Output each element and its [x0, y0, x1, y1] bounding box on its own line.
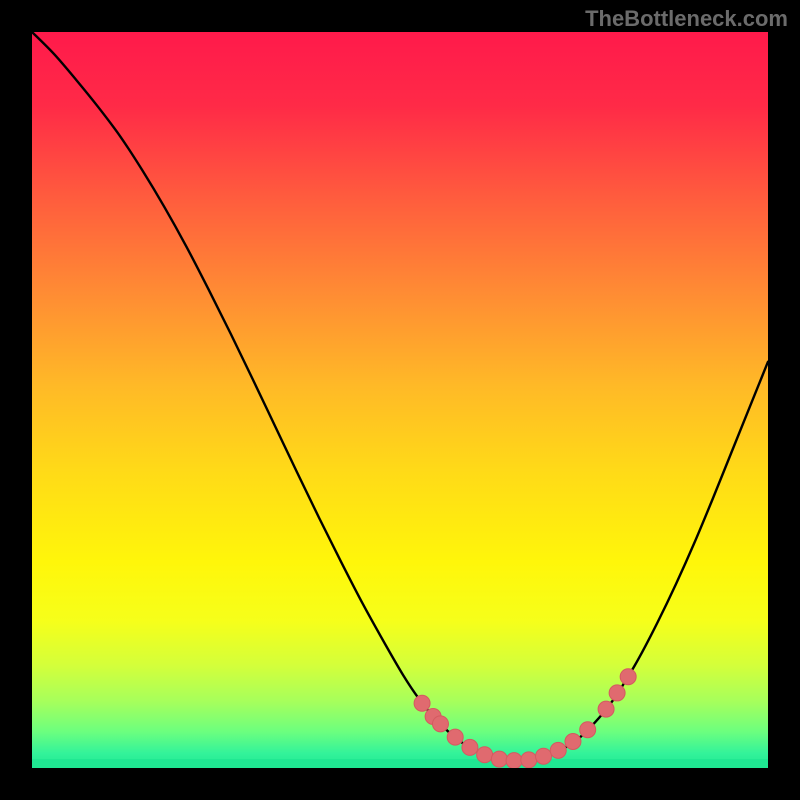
bottom-band — [32, 759, 768, 768]
marker-dot — [414, 695, 430, 711]
chart-stage: TheBottleneck.com — [0, 0, 800, 800]
marker-dot — [580, 722, 596, 738]
marker-dot — [620, 669, 636, 685]
marker-dot — [491, 751, 507, 767]
marker-dot — [477, 747, 493, 763]
marker-dot — [609, 685, 625, 701]
bottleneck-curve — [32, 32, 768, 761]
chart-svg — [32, 32, 768, 768]
marker-dot — [432, 716, 448, 732]
marker-dot — [447, 729, 463, 745]
watermark-text: TheBottleneck.com — [585, 6, 788, 32]
marker-dot — [462, 739, 478, 755]
plot-area — [32, 32, 768, 768]
marker-dot — [521, 752, 537, 768]
marker-dot — [506, 753, 522, 768]
marker-dot — [598, 701, 614, 717]
marker-dot — [536, 748, 552, 764]
marker-dot — [565, 734, 581, 750]
marker-dot — [550, 742, 566, 758]
